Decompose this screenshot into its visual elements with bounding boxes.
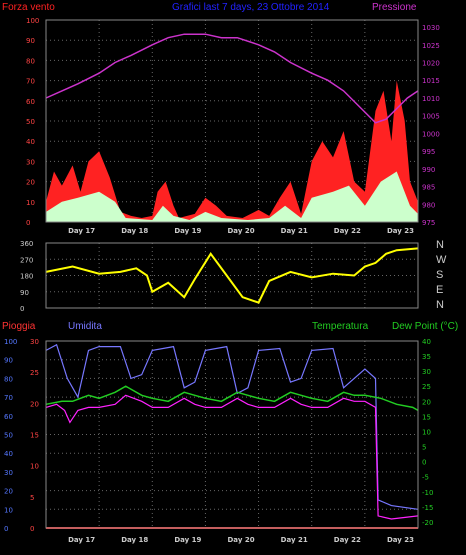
dir-ytick: 90 (20, 289, 29, 297)
wind-ytick: 10 (26, 199, 35, 207)
wind-frame (45, 19, 419, 223)
humidity-ytick: 100 (4, 338, 17, 346)
chart-title: Grafici last 7 days, 23 Ottobre 2014 (172, 2, 330, 13)
dir-ytick: 180 (20, 273, 33, 281)
rain-ytick: 20 (30, 400, 39, 408)
temp-ytick: 20 (422, 398, 431, 406)
humidity-ytick: 60 (4, 413, 13, 421)
wind-avg-area (46, 171, 418, 222)
day-label-bottom: Day 21 (281, 536, 308, 544)
day-label-top: Day 21 (281, 227, 308, 235)
dewpoint-line (45, 394, 419, 520)
temp-ytick: -20 (422, 519, 433, 527)
day-label-top: Day 20 (228, 227, 255, 235)
rain-ytick: 30 (30, 338, 39, 346)
dir-frame (45, 242, 419, 309)
temperature-label: Temperatura (312, 321, 369, 332)
rain-ytick: 0 (30, 525, 34, 533)
temp-ytick: 30 (422, 368, 431, 376)
pressure-ytick: 980 (422, 201, 435, 209)
wind-pressure-chart: 0102030405060708090100975980985990995100… (26, 17, 440, 235)
temp-ytick: 5 (422, 444, 426, 452)
day-label-top: Day 17 (68, 227, 95, 235)
pressure-ytick: 990 (422, 166, 435, 174)
humidity-ytick: 80 (4, 375, 13, 383)
wind-ytick: 20 (26, 179, 35, 187)
wind-ytick: 60 (26, 98, 35, 106)
wind-ytick: 50 (26, 118, 35, 126)
temp-ytick: 15 (422, 413, 431, 421)
rain-ytick: 10 (30, 463, 39, 471)
pressure-title: Pressione (372, 2, 417, 13)
wind-ytick: 100 (26, 17, 39, 25)
day-label-bottom: Day 17 (68, 536, 95, 544)
humidity-ytick: 40 (4, 450, 13, 458)
temperature-line (45, 385, 419, 412)
dir-ytick: 360 (20, 240, 33, 248)
wind-gust-area (46, 80, 418, 222)
humidity-ytick: 90 (4, 357, 13, 365)
day-label-top: Day 19 (174, 227, 201, 235)
dir-letter-n1: N (436, 239, 444, 251)
rain-ytick: 5 (30, 494, 34, 502)
temp-ytick: 25 (422, 383, 431, 391)
rain-ytick: 25 (30, 369, 39, 377)
dir-ytick: 0 (20, 305, 24, 313)
humidity-ytick: 50 (4, 432, 13, 440)
temp-ytick: 0 (422, 459, 426, 467)
rain-ytick: 15 (30, 432, 39, 440)
day-label-bottom: Day 23 (387, 536, 414, 544)
pressure-ytick: 975 (422, 219, 435, 227)
pressure-ytick: 985 (422, 184, 435, 192)
pressure-ytick: 1015 (422, 77, 440, 85)
temp-ytick: -10 (422, 489, 433, 497)
day-label-top: Day 23 (387, 227, 414, 235)
humidity-ytick: 0 (4, 525, 8, 533)
pressure-ytick: 1000 (422, 130, 440, 138)
day-label-bottom: Day 19 (174, 536, 201, 544)
hum-frame (45, 340, 419, 529)
humidity-line (45, 343, 419, 510)
wind-ytick: 30 (26, 158, 35, 166)
pressure-line (45, 33, 419, 124)
humidity-ytick: 30 (4, 469, 13, 477)
pressure-ytick: 1010 (422, 95, 440, 103)
pressure-ytick: 995 (422, 148, 435, 156)
day-label-top: Day 22 (334, 227, 361, 235)
temp-ytick: 40 (422, 338, 431, 346)
day-label-bottom: Day 20 (228, 536, 255, 544)
humidity-ytick: 20 (4, 488, 13, 496)
pressure-ytick: 1025 (422, 42, 440, 50)
day-label-bottom: Day 22 (334, 536, 361, 544)
temp-ytick: 10 (422, 428, 431, 436)
pressure-ytick: 1020 (422, 60, 440, 68)
pressure-ytick: 1005 (422, 113, 440, 121)
wind-ytick: 0 (26, 219, 30, 227)
day-label-top: Day 18 (121, 227, 148, 235)
dewpoint-label: Dew Point (°C) (392, 321, 459, 332)
humidity-ytick: 10 (4, 506, 13, 514)
temp-ytick: -15 (422, 504, 433, 512)
rain-label: Pioggia (2, 321, 36, 332)
wind-ytick: 90 (26, 37, 35, 45)
wind-direction-chart: 0 90 180 270 360 (20, 240, 419, 313)
wind-ytick: 80 (26, 57, 35, 65)
wind-ytick: 70 (26, 78, 35, 86)
humidity-ytick: 70 (4, 394, 13, 402)
humidity-label: Umidita (68, 321, 102, 332)
direction-line (45, 247, 419, 304)
temp-ytick: 35 (422, 353, 431, 361)
dir-letter-w: W (436, 254, 447, 266)
wind-ytick: 40 (26, 138, 35, 146)
wind-title: Forza vento (2, 2, 55, 13)
dir-letter-s: S (436, 269, 444, 281)
dir-ytick: 270 (20, 256, 33, 264)
dir-letter-e: E (436, 284, 444, 296)
day-label-bottom: Day 18 (121, 536, 148, 544)
dir-letter-n2: N (436, 299, 444, 311)
rain-humidity-temp-chart: 0102030405060708090100051015202530-20-15… (4, 338, 433, 544)
pressure-ytick: 1030 (422, 24, 440, 32)
temp-ytick: -5 (422, 474, 429, 482)
